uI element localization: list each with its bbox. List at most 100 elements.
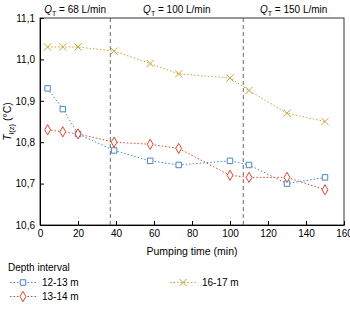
x-tick-label: 100	[222, 228, 239, 239]
region-boundary	[110, 18, 111, 225]
x-tick: 100	[222, 221, 239, 239]
x-tick-mark	[344, 221, 345, 225]
x-tick: 40	[111, 221, 123, 239]
chart: 0 20 40 60 80 100 120 140 160 10,6 10,7 10,8 10,9 11,…	[0, 0, 350, 313]
legend-marker	[179, 279, 186, 286]
x-tick-mark	[154, 221, 155, 225]
y-tick-label: 10,6	[16, 220, 36, 231]
x-tick-label: 0	[38, 228, 44, 239]
x-tick-mark	[192, 221, 193, 225]
legend-marker	[20, 291, 26, 301]
series-marker	[227, 158, 232, 163]
region-label-text: = 100 L/min	[155, 4, 210, 15]
legend: Depth interval 12-13 m 13-14 m 16-17 m	[8, 262, 239, 302]
y-tick: 11,0	[16, 54, 44, 65]
plot: 0 20 40 60 80 100 120 140 160 10,6 10,7 10,8 10,9 11,…	[16, 13, 350, 239]
y-tick: 11,1	[16, 13, 44, 24]
x-tick-label: 160	[336, 228, 350, 239]
y-axis-line	[40, 19, 41, 226]
legend-item: 12-13 m	[10, 277, 79, 288]
y-tick-label: 10,8	[16, 137, 36, 148]
series-marker	[111, 148, 116, 153]
y-axis-title-subscript: l(z)	[7, 123, 16, 134]
region-label: QT = 68 L/min	[44, 4, 106, 17]
region-boundary	[243, 18, 244, 225]
x-tick: 20	[73, 221, 85, 239]
y-tick: 10,6	[16, 220, 44, 231]
series-group	[44, 43, 329, 195]
y-tick-label: 10,9	[16, 96, 36, 107]
legend-label: 12-13 m	[42, 277, 79, 288]
x-tick-label: 80	[187, 228, 199, 239]
series-marker	[176, 143, 182, 153]
y-tick: 10,8	[16, 137, 44, 148]
series-marker	[175, 70, 182, 77]
legend-title: Depth interval	[8, 262, 70, 273]
x-tick: 160	[336, 221, 350, 239]
series-marker	[284, 172, 290, 182]
x-tick-label: 120	[260, 228, 277, 239]
legend-item: 16-17 m	[170, 277, 239, 288]
series-marker	[44, 43, 51, 50]
series-marker	[322, 185, 328, 195]
series-marker	[245, 87, 252, 94]
series-marker	[74, 43, 81, 50]
y-tick-mark	[40, 225, 44, 226]
series-marker	[111, 137, 117, 147]
x-tick: 60	[149, 221, 161, 239]
x-axis: 0 20 40 60 80 100 120 140 160	[38, 221, 350, 239]
series-marker	[322, 175, 327, 180]
x-tick-label: 140	[298, 228, 315, 239]
series-line	[48, 130, 325, 190]
series-marker	[147, 60, 154, 67]
x-tick: 80	[187, 221, 199, 239]
y-tick-mark	[40, 18, 44, 19]
series-marker	[59, 43, 66, 50]
y-tick-mark	[40, 142, 44, 143]
series-marker	[321, 118, 328, 125]
x-tick-label: 20	[73, 228, 85, 239]
region-label: QT = 150 L/min	[260, 4, 327, 17]
series-line	[48, 47, 325, 122]
series-marker	[60, 106, 65, 111]
series-marker	[226, 74, 233, 81]
x-tick-mark	[78, 221, 79, 225]
x-tick-mark	[116, 221, 117, 225]
y-tick: 10,9	[16, 96, 44, 107]
series-marker	[60, 127, 66, 137]
legend-item: 13-14 m	[10, 291, 79, 302]
y-tick-label: 11,1	[16, 13, 35, 24]
region-label-text: = 68 L/min	[56, 4, 106, 15]
series-marker	[176, 162, 181, 167]
y-tick-mark	[40, 101, 44, 102]
region-label-text: = 150 L/min	[272, 4, 327, 15]
legend-label: 13-14 m	[42, 291, 79, 302]
legend-marker	[20, 280, 25, 285]
x-tick-mark	[230, 221, 231, 225]
series-marker	[246, 172, 252, 182]
y-tick-label: 10,7	[16, 178, 36, 189]
x-tick-mark	[306, 221, 307, 225]
y-axis-title-unit: (°C)	[1, 102, 13, 124]
plot-frame	[40, 18, 344, 225]
y-axis-title: Tl(z) (°C)	[1, 102, 16, 141]
series-marker	[147, 158, 152, 163]
series-marker	[147, 139, 153, 149]
x-tick: 120	[260, 221, 277, 239]
series-marker	[283, 110, 290, 117]
y-tick-mark	[40, 184, 44, 185]
x-tick-label: 40	[111, 228, 123, 239]
series-marker	[45, 86, 50, 91]
y-axis: 10,6 10,7 10,8 10,9 11,0 11,1	[16, 13, 44, 231]
y-tick: 10,7	[16, 178, 44, 189]
legend-label: 16-17 m	[202, 277, 239, 288]
series-marker	[75, 129, 81, 139]
y-tick-label: 11,0	[16, 54, 35, 65]
series-marker	[45, 125, 51, 135]
series-marker	[110, 47, 117, 54]
y-tick-mark	[40, 59, 44, 60]
x-tick: 140	[298, 221, 315, 239]
x-axis-title: Pumping time (min)	[146, 245, 237, 257]
region-label: QT = 100 L/min	[143, 4, 210, 17]
x-axis-line	[41, 225, 345, 226]
